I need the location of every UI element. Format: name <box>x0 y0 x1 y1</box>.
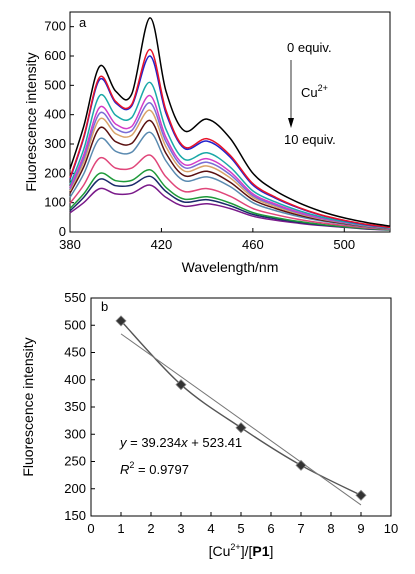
y-tick-label: 300 <box>44 136 66 151</box>
x-tick-label: 500 <box>333 237 355 252</box>
data-point-marker <box>235 422 247 434</box>
x-tick-label: 5 <box>237 521 244 536</box>
y-tick-label: 300 <box>64 426 86 441</box>
fit-equation-x: x <box>180 435 188 450</box>
x-tick-label: 7 <box>297 521 304 536</box>
x-tick-label: 380 <box>59 237 81 252</box>
y-tick-label: 400 <box>64 372 86 387</box>
panel-a-frame <box>69 11 391 233</box>
y-tick-label: 500 <box>64 317 86 332</box>
data-point-marker <box>355 489 367 501</box>
xlabel-part-1: [Cu <box>209 543 231 559</box>
y-tick-label: 550 <box>64 290 86 305</box>
panel-b-y-axis-label: Fluorescence intensity <box>20 337 36 476</box>
data-point-marker <box>295 459 307 471</box>
x-tick-label: 8 <box>327 521 334 536</box>
x-tick-label: 10 <box>384 521 398 536</box>
panel-b-points <box>115 315 367 501</box>
r-squared-sup: 2 <box>129 460 134 470</box>
panel-b-fit-line <box>120 333 362 506</box>
x-tick-label: 0 <box>87 521 94 536</box>
y-tick-label: 100 <box>44 195 66 210</box>
y-tick-label: 250 <box>64 454 86 469</box>
x-tick-label: 420 <box>151 237 173 252</box>
y-tick-label: 200 <box>64 481 86 496</box>
y-tick-label: 200 <box>44 165 66 180</box>
fit-equation-tail: + 523.41 <box>188 435 243 450</box>
xlabel-part-5: ] <box>269 543 273 559</box>
annotation-start: 0 equiv. <box>287 40 332 55</box>
xlabel-part-2: 2+ <box>230 542 240 552</box>
x-tick-label: 3 <box>177 521 184 536</box>
data-point-marker <box>115 315 127 327</box>
x-tick-label: 1 <box>117 521 124 536</box>
annotation-reagent-base: Cu <box>301 85 318 100</box>
panel-b: b 150 200 250 300 350 400 450 500 550 0 1 2 3 4 5 6 7 8 9… <box>20 290 398 559</box>
xlabel-part-3: ]/[ <box>241 543 253 559</box>
spectrum-series-line <box>69 81 391 229</box>
x-tick-label: 9 <box>357 521 364 536</box>
y-tick-label: 450 <box>64 345 86 360</box>
panel-b-x-axis-label: [Cu2+]/[P1] <box>209 542 274 559</box>
r-squared: R2 = 0.9797 <box>120 460 189 477</box>
panel-a-x-ticks: 380 420 460 500 <box>59 228 355 252</box>
r-squared-symbol: R <box>120 462 129 477</box>
y-tick-label: 150 <box>64 508 86 523</box>
y-tick-label: 600 <box>44 48 66 63</box>
panel-b-label: b <box>101 299 108 314</box>
panel-a-series <box>69 17 391 231</box>
panel-a-y-axis-label: Fluorescence intensity <box>23 52 39 191</box>
panel-a-label: a <box>79 15 87 30</box>
panel-b-y-ticks: 150 200 250 300 350 400 450 500 550 <box>64 290 95 523</box>
spectrum-series-line <box>69 119 391 230</box>
annotation-end: 10 equiv. <box>284 132 336 147</box>
spectrum-series-line <box>69 48 391 229</box>
panel-a-x-axis-label: Wavelength/nm <box>182 259 279 275</box>
panel-b-x-ticks: 0 1 2 3 4 5 6 7 8 9 10 <box>87 512 398 536</box>
panel-a: a 0 100 200 300 400 500 600 700 380 420 460 500 Wa… <box>23 11 391 275</box>
data-point-marker <box>175 379 187 391</box>
y-tick-label: 500 <box>44 77 66 92</box>
annotation-reagent: Cu2+ <box>301 83 328 100</box>
spectrum-series-line <box>69 169 391 231</box>
x-tick-label: 2 <box>147 521 154 536</box>
spectrum-series-line <box>69 17 391 227</box>
xlabel-part-4: P1 <box>252 543 269 559</box>
fit-equation: y = 39.234x + 523.41 <box>119 435 242 450</box>
annotation-reagent-sup: 2+ <box>318 83 328 93</box>
panel-a-y-ticks: 0 100 200 300 400 500 600 700 <box>44 19 74 239</box>
fit-equation-rhs: = 39.234 <box>127 435 182 450</box>
x-tick-label: 4 <box>207 521 214 536</box>
y-tick-label: 350 <box>64 399 86 414</box>
x-tick-label: 6 <box>267 521 274 536</box>
fit-equation-y: y <box>119 435 128 450</box>
y-tick-label: 700 <box>44 19 66 34</box>
r-squared-value: = 0.9797 <box>134 462 189 477</box>
spectrum-series-line <box>69 131 391 230</box>
annotation-arrow-head <box>288 118 294 128</box>
spectrum-series-line <box>69 154 391 231</box>
y-tick-label: 0 <box>59 224 66 239</box>
y-tick-label: 400 <box>44 107 66 122</box>
panel-b-frame <box>90 297 392 517</box>
x-tick-label: 460 <box>242 237 264 252</box>
